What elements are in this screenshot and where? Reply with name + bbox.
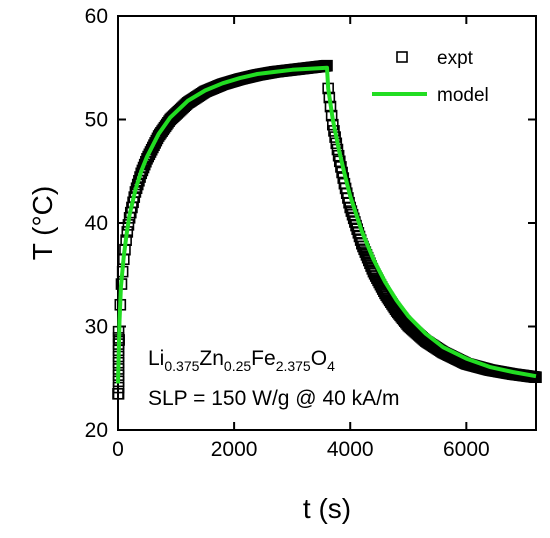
slp-label: SLP = 150 W/g @ 40 kA/m bbox=[148, 387, 399, 410]
legend-expt-marker bbox=[396, 51, 408, 63]
formula-zn-sub: 0.25 bbox=[224, 358, 251, 374]
x-tick-label: 4000 bbox=[327, 438, 374, 461]
x-tick-label: 0 bbox=[112, 438, 124, 461]
formula-o: O bbox=[311, 347, 327, 370]
formula-fe: Fe bbox=[251, 347, 276, 370]
x-tick-label: 2000 bbox=[211, 438, 258, 461]
y-tick-label: 60 bbox=[85, 5, 108, 28]
formula-li-sub: 0.375 bbox=[164, 358, 199, 374]
x-axis-title: t (s) bbox=[303, 493, 351, 524]
y-tick-label: 30 bbox=[85, 316, 108, 339]
formula-zn: Zn bbox=[199, 347, 224, 370]
expt-point bbox=[112, 387, 125, 400]
legend: expt model bbox=[372, 48, 489, 106]
y-tick-label: 50 bbox=[85, 109, 108, 132]
y-axis-title: T (°C) bbox=[27, 186, 58, 260]
formula-label: Li0.375Zn0.25Fe2.375O4 bbox=[148, 347, 335, 374]
y-tick-label: 20 bbox=[85, 419, 108, 442]
formula-fe-sub: 2.375 bbox=[276, 358, 311, 374]
model-line bbox=[116, 65, 537, 384]
model-series bbox=[116, 65, 537, 384]
formula-o-sub: 4 bbox=[327, 358, 335, 374]
formula-li: Li bbox=[148, 347, 164, 370]
x-tick-label: 6000 bbox=[443, 438, 490, 461]
y-tick-label: 40 bbox=[85, 212, 108, 235]
annotation: Li0.375Zn0.25Fe2.375O4 SLP = 150 W/g @ 4… bbox=[148, 347, 399, 410]
legend-model-label: model bbox=[437, 85, 489, 106]
legend-expt-label: expt bbox=[437, 48, 474, 69]
